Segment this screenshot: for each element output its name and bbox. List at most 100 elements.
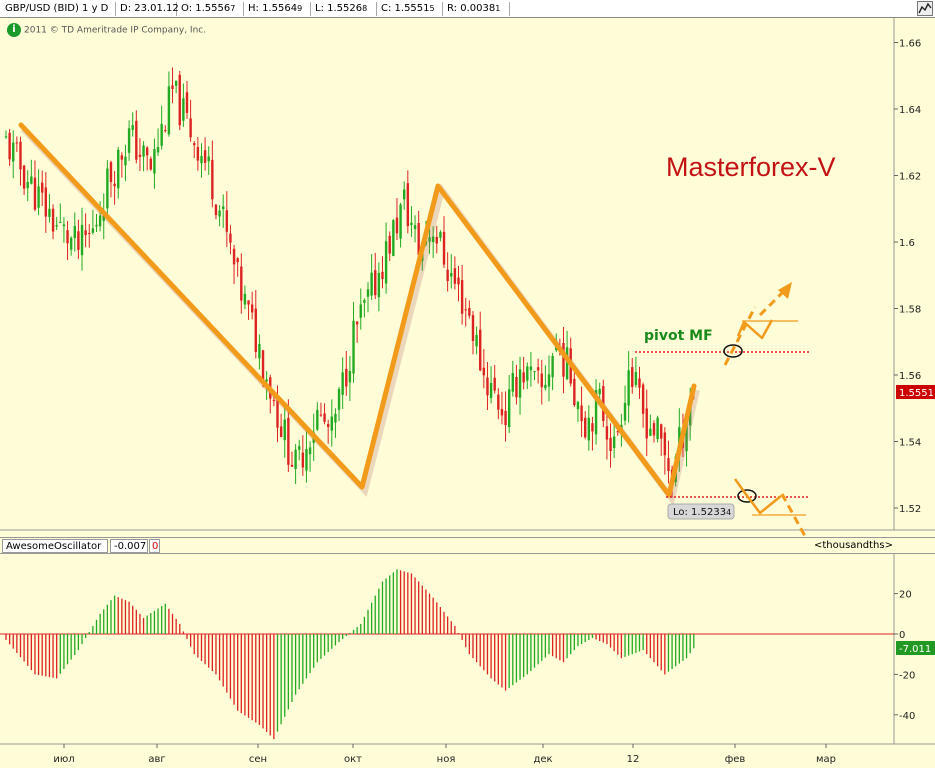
candle-body	[189, 118, 192, 138]
candle-body	[374, 270, 377, 296]
scale-selector[interactable]: <thousandths>	[814, 540, 893, 551]
time-tick-label: мар	[816, 754, 836, 765]
candle-body	[493, 377, 496, 391]
candle-body	[544, 384, 547, 389]
candle-body	[298, 446, 301, 450]
candle-body	[605, 426, 609, 440]
candle-body	[450, 272, 453, 277]
price-tick-label: 1.54	[899, 438, 921, 449]
candle-body	[471, 315, 475, 342]
price-tick-label: 1.66	[899, 39, 921, 50]
candle-body	[366, 289, 370, 297]
candle-body	[156, 147, 160, 153]
candle-body	[294, 449, 297, 469]
candle-body	[131, 125, 134, 130]
oscillator-name[interactable]: AwesomeOscillator	[2, 539, 108, 553]
candle-body	[12, 142, 15, 162]
candle-body	[127, 128, 131, 153]
candle-body	[8, 132, 11, 160]
candle-body	[171, 85, 174, 89]
candle-body	[120, 155, 124, 160]
candle-body	[308, 447, 312, 455]
time-tick-label: окт	[344, 754, 362, 765]
candles	[4, 67, 695, 498]
candle-body	[453, 268, 457, 284]
candle-body	[688, 407, 692, 426]
candle-body	[236, 258, 239, 263]
oscillator-header: AwesomeOscillator -0.007 0 <thousandths>	[0, 537, 935, 554]
candle-body	[504, 410, 507, 426]
candle-body	[334, 413, 337, 423]
candle-body	[641, 384, 645, 414]
info-icon[interactable]: i	[7, 23, 21, 37]
candle-body	[645, 408, 648, 439]
candle-body	[214, 204, 218, 216]
candle-body	[109, 162, 113, 183]
candle-body	[631, 367, 634, 388]
candle-body	[145, 147, 149, 156]
candle-body	[138, 154, 142, 157]
open-text: O: 1.5556	[181, 3, 231, 14]
close-text: C: 1.5551	[381, 3, 430, 14]
candle-body	[254, 308, 257, 352]
candle-body	[388, 235, 391, 254]
candle-body	[4, 136, 8, 138]
candle-body	[261, 350, 265, 381]
chart-settings-icon[interactable]	[917, 1, 933, 16]
oscillator-chart: -40 -20 0 20 июл авг сен окт ноя дек 12 фев мар -7.…	[0, 554, 935, 765]
symbol-label[interactable]: GBP/USD (BID) 1 y D	[2, 2, 116, 16]
close-sub: 5	[429, 4, 435, 13]
candle-body	[330, 416, 333, 431]
price-tick-label: 1.62	[899, 172, 921, 183]
candle-body	[73, 225, 76, 238]
time-tick-label: ноя	[437, 754, 456, 765]
candle-body	[19, 141, 22, 170]
date-readout: D: 23.01.12	[117, 2, 179, 16]
candle-body	[417, 222, 420, 255]
candle-body	[399, 204, 402, 239]
copyright: i 2011 © TD Ameritrade IP Company, Inc.	[7, 23, 206, 37]
price-axis: 1.52 1.54 1.56 1.58 1.6 1.62 1.64 1.66	[894, 39, 921, 515]
candle-body	[185, 92, 189, 113]
candle-body	[200, 155, 203, 164]
range-text: R: 0.0038	[447, 3, 496, 14]
candle-body	[319, 414, 323, 416]
candle-body	[182, 98, 185, 121]
candle-body	[265, 379, 268, 382]
candle-body	[283, 419, 286, 441]
candle-body	[428, 237, 431, 242]
candle-body	[258, 343, 261, 359]
candle-body	[160, 124, 163, 146]
candle-body	[395, 217, 399, 234]
candle-body	[377, 272, 381, 298]
osc-axis: -40 -20 0 20	[894, 590, 915, 722]
price-chart: 1.52 1.54 1.56 1.58 1.6 1.62 1.64 1.66 Masterfo…	[0, 18, 935, 537]
forecast-up-arrowhead	[778, 282, 792, 299]
candle-body	[616, 431, 619, 433]
candle-body	[359, 304, 362, 318]
oscillator-value: -0.007	[110, 539, 148, 553]
candle-body	[457, 277, 460, 285]
candle-body	[98, 215, 102, 227]
candle-body	[381, 271, 384, 279]
candle-body	[482, 367, 486, 376]
candle-body	[363, 300, 366, 303]
candle-body	[276, 395, 279, 428]
candle-body	[102, 212, 105, 221]
candle-body	[95, 224, 98, 227]
osc-tick-label: 0	[899, 630, 905, 641]
candle-body	[464, 309, 467, 311]
time-tick-label: июл	[53, 754, 74, 765]
candle-body	[634, 372, 638, 385]
candle-body	[486, 377, 489, 396]
time-tick-label: дек	[533, 754, 552, 765]
oscillator-name-text: AwesomeOscillator	[6, 541, 102, 552]
osc-tick-label: -40	[899, 711, 915, 722]
oscillator-value2: 0	[149, 539, 160, 553]
high-sub: 9	[297, 4, 303, 13]
candle-body	[565, 347, 569, 380]
candle-body	[522, 372, 525, 383]
candle-body	[446, 269, 449, 282]
candle-body	[164, 130, 167, 132]
candle-body	[225, 210, 229, 232]
